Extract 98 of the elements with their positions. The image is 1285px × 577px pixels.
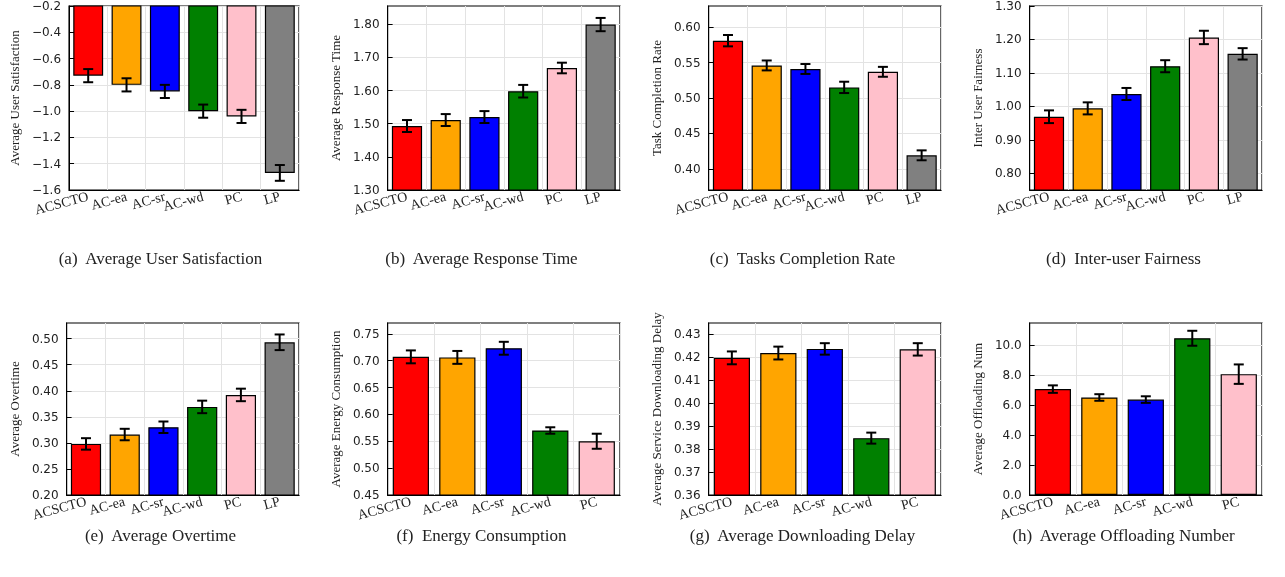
- y-tick-label: 2.0: [1002, 458, 1022, 473]
- y-tick-label: 0.45: [352, 488, 380, 502]
- text: (f) Energy Consumption: [396, 526, 568, 545]
- y-axis-title: Average User Satisfaction: [7, 29, 22, 166]
- y-tick-label: 0.55: [352, 434, 380, 449]
- y-tick-label: 0.43: [673, 327, 701, 342]
- y-tick-label: 1.50: [352, 116, 380, 131]
- y-tick-label: 1.20: [994, 32, 1022, 47]
- x-tick-label: PC: [899, 493, 920, 513]
- y-tick-label: 0.60: [673, 20, 701, 35]
- x-tick-label: PC: [543, 188, 564, 208]
- x-tick-label: LP: [582, 188, 603, 208]
- y-tick-label: 0.70: [352, 353, 380, 368]
- y-axis-title: Task Completion Rate: [649, 39, 664, 157]
- y-tick-label: 0.50: [352, 461, 380, 476]
- x-tick-label: AC-sr: [1110, 493, 1149, 518]
- y-tick-label: 1.40: [352, 149, 380, 164]
- x-tick-label: PC: [1185, 188, 1206, 208]
- y-tick-label: 0.60: [352, 407, 380, 422]
- x-tick-label: AC-ea: [408, 188, 449, 213]
- y-tick-label: 1.30: [352, 183, 380, 197]
- y-tick-label: 0.35: [31, 409, 59, 424]
- y-axis-title: Average Offloading Num: [970, 342, 985, 476]
- y-tick-label: −1.4: [31, 156, 62, 171]
- x-tick-label: AC-wd: [508, 493, 553, 519]
- x-tick-label: AC-ea: [1050, 188, 1091, 213]
- x-tick-label: ACSCTO: [672, 188, 730, 218]
- text: (h) Average Offloading Number: [1012, 526, 1235, 545]
- x-tick-label: AC-sr: [789, 493, 828, 518]
- y-tick-label: −0.4: [31, 25, 62, 40]
- y-tick-label: 1.60: [352, 83, 380, 98]
- y-tick-label: 0.40: [673, 396, 701, 411]
- y-tick-label: 8.0: [1002, 368, 1022, 383]
- x-tick-label: AC-ea: [1062, 493, 1103, 518]
- x-tick-label: AC-ea: [89, 188, 130, 213]
- x-tick-label: LP: [261, 493, 282, 513]
- x-tick-label: PC: [223, 188, 244, 208]
- y-tick-label: 0.42: [673, 350, 701, 365]
- x-tick-label: AC-ea: [741, 493, 782, 518]
- y-axis-title: Average Response Time: [328, 34, 343, 162]
- y-tick-label: 0.45: [31, 357, 59, 372]
- y-tick-label: 0.75: [352, 326, 380, 341]
- y-tick-label: 0.20: [31, 488, 59, 502]
- x-tick-label: AC-sr: [468, 493, 507, 518]
- y-tick-label: 1.00: [994, 99, 1022, 114]
- y-tick-label: 0.25: [31, 461, 59, 476]
- x-tick-label: AC-ea: [87, 493, 128, 518]
- text: (c) Tasks Completion Rate: [709, 249, 896, 268]
- y-tick-label: −0.8: [31, 77, 62, 92]
- y-tick-label: 4.0: [1002, 428, 1022, 443]
- x-tick-label: AC-wd: [1150, 493, 1195, 519]
- y-tick-label: 0.0: [1002, 488, 1022, 502]
- text: (b) Average Response Time: [385, 249, 578, 268]
- y-tick-label: −0.2: [31, 0, 62, 13]
- y-axis-title: Average Service Downloading Delay: [649, 311, 664, 506]
- y-tick-label: 0.50: [31, 331, 59, 346]
- y-tick-label: 0.45: [673, 126, 701, 141]
- y-tick-label: 1.80: [352, 17, 380, 32]
- y-tick-label: 0.80: [994, 166, 1022, 181]
- y-tick-label: 0.90: [994, 132, 1022, 147]
- y-tick-label: 10.0: [994, 338, 1022, 353]
- y-tick-label: −0.6: [31, 51, 62, 66]
- x-tick-label: AC-ea: [729, 188, 770, 213]
- y-tick-label: 0.40: [31, 383, 59, 398]
- text: (a) Average User Satisfaction: [58, 249, 263, 268]
- y-tick-label: 0.39: [673, 419, 701, 434]
- y-tick-label: 0.50: [673, 91, 701, 105]
- y-tick-label: 1.30: [994, 0, 1022, 13]
- text: (g) Average Downloading Delay: [689, 526, 916, 545]
- y-tick-label: 0.30: [31, 435, 59, 450]
- x-tick-label: AC-ea: [420, 493, 461, 518]
- y-tick-label: 0.65: [352, 380, 380, 395]
- y-tick-label: 0.38: [673, 442, 701, 457]
- y-axis-title: Average Energy Consumption: [328, 330, 343, 488]
- y-tick-label: −1.6: [31, 183, 62, 197]
- x-tick-label: ACSCTO: [993, 188, 1051, 218]
- text: (d) Inter-user Fairness: [1046, 249, 1201, 268]
- y-tick-label: 1.10: [994, 65, 1022, 80]
- x-tick-label: PC: [1220, 493, 1241, 513]
- y-tick-label: 0.37: [673, 465, 701, 480]
- y-tick-label: 6.0: [1002, 398, 1022, 413]
- x-tick-label: LP: [262, 188, 282, 208]
- x-tick-label: LP: [1224, 188, 1245, 208]
- y-tick-label: 1.70: [352, 50, 380, 65]
- x-tick-label: PC: [864, 188, 885, 208]
- text: (e) Average Overtime: [84, 526, 237, 545]
- x-tick-label: AC-wd: [829, 493, 874, 519]
- y-tick-label: 0.41: [673, 373, 701, 388]
- x-tick-label: LP: [903, 188, 924, 208]
- y-tick-label: −1.0: [31, 104, 62, 119]
- y-tick-label: 0.55: [673, 55, 701, 70]
- y-tick-label: 0.36: [673, 488, 701, 502]
- y-axis-title: Average Overtime: [7, 361, 22, 457]
- x-tick-label: PC: [222, 493, 243, 513]
- x-tick-label: PC: [578, 493, 599, 513]
- y-tick-label: −1.2: [31, 130, 62, 145]
- y-axis-title: Inter User Fairness: [970, 48, 985, 148]
- y-tick-label: 0.40: [673, 161, 701, 176]
